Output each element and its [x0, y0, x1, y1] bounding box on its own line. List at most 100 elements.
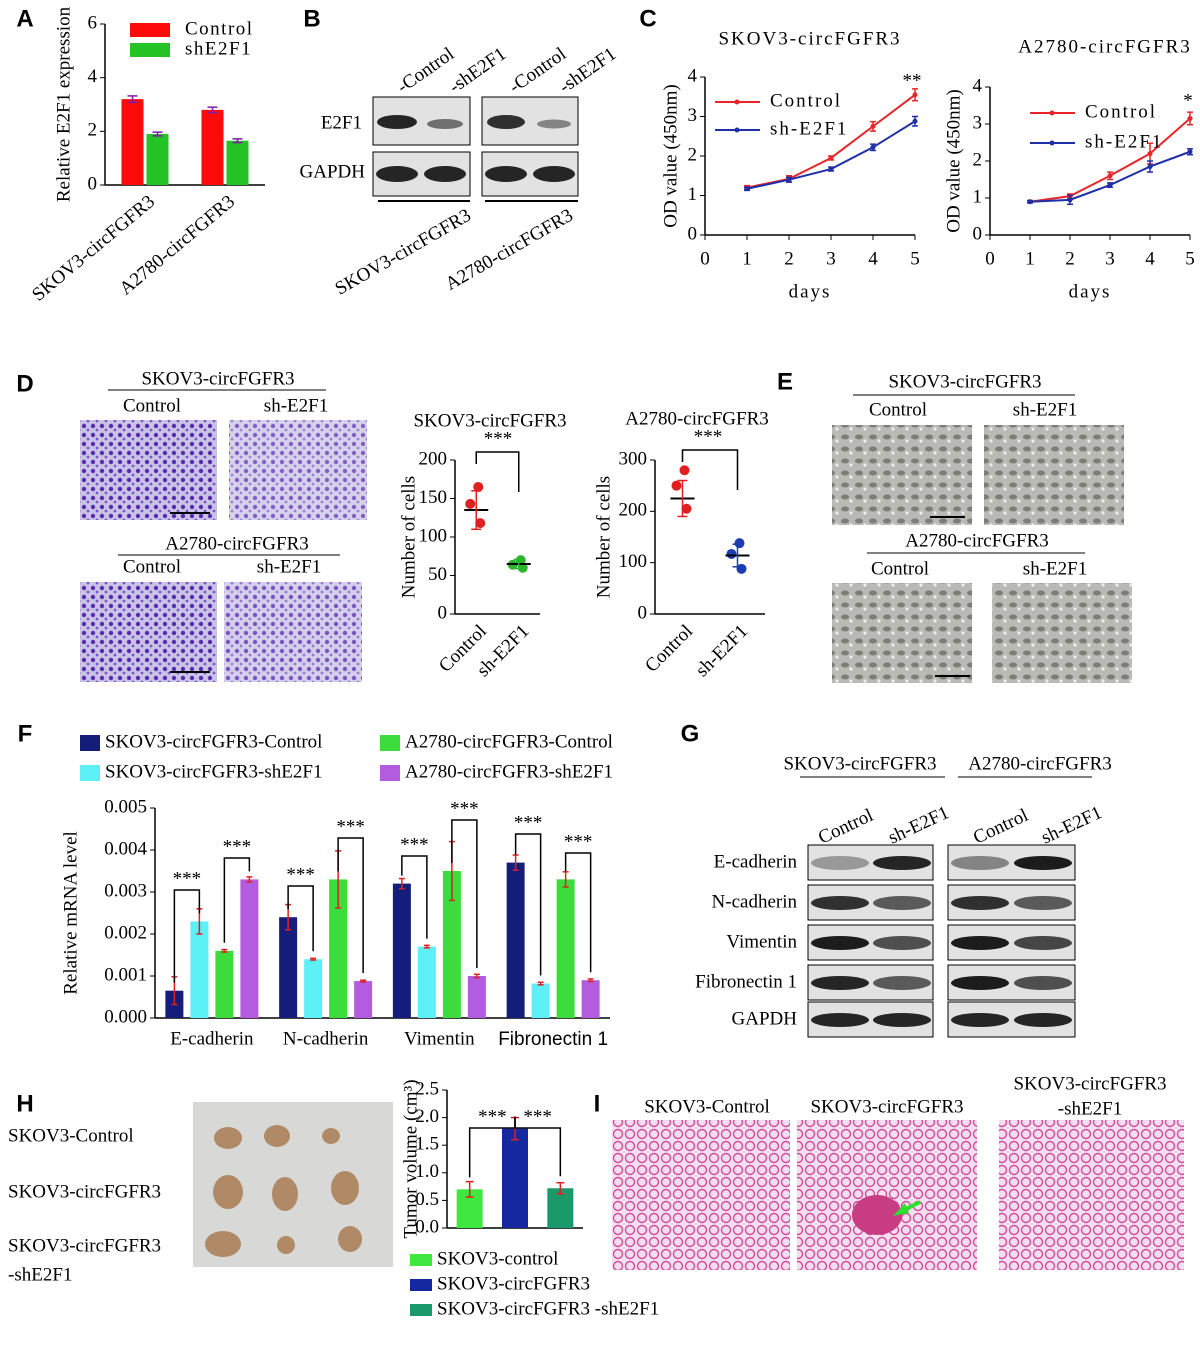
y-tick-label: 300: [619, 448, 648, 469]
y-tick-label: 0.005: [104, 796, 147, 817]
sig-bracket: [173, 889, 201, 983]
bar: [392, 883, 411, 1018]
band: [811, 856, 869, 870]
point: [679, 465, 690, 476]
lane-label: sh-E2F1: [1038, 802, 1105, 848]
y-tick-label: 200: [619, 500, 648, 521]
chart-title: SKOV3-circFGFR3: [413, 410, 566, 431]
y-tick-label: 0.5: [415, 1189, 439, 1210]
legend-label: sh-E2F1: [1085, 131, 1163, 152]
y-tick-label: 50: [428, 564, 447, 585]
y-tick-label: 0.002: [104, 922, 147, 943]
y-tick-label: 1.5: [415, 1134, 439, 1155]
x-tick-label: 5: [910, 248, 920, 269]
group-label: A2780-circFGFR3: [165, 533, 309, 554]
band: [427, 119, 463, 129]
point: [912, 92, 918, 98]
x-tick-label: 3: [1105, 248, 1115, 269]
x-tick-label: sh-E2F1: [692, 621, 752, 681]
point: [681, 503, 692, 514]
point: [786, 177, 792, 183]
sig-label: ***: [400, 834, 429, 855]
x-tick-label: 1: [742, 248, 752, 269]
bar: [121, 99, 144, 185]
group-label: SKOV3-circFGFR3: [888, 371, 1041, 392]
protein-label: E2F1: [321, 112, 362, 133]
lane-label: -shE2F1: [555, 44, 620, 98]
sig-label: ***: [173, 868, 202, 889]
legend-swatch: [80, 765, 100, 781]
band: [485, 166, 527, 182]
legend-label: SKOV3-circFGFR3: [437, 1273, 590, 1294]
x-tick-label: Control: [641, 621, 697, 677]
chart-title: A2780-circFGFR3: [625, 408, 769, 429]
row-label: -shE2F1: [8, 1264, 72, 1285]
x-tick-label: 1: [1025, 248, 1035, 269]
point: [473, 481, 484, 492]
sig-bracket: [451, 819, 478, 968]
lane-label: -Control: [505, 44, 570, 98]
y-tick-label: 4: [688, 65, 698, 86]
bar: [467, 976, 486, 1018]
sig-bracket: [475, 451, 520, 492]
x-axis-label: days: [1069, 281, 1112, 302]
sig-bracket: [401, 855, 428, 939]
legend-label: A2780-circFGFR3-Control: [405, 731, 613, 752]
y-axis-label: Number of cells: [593, 476, 614, 598]
point: [671, 480, 682, 491]
image-title: SKOV3-circFGFR3: [1013, 1073, 1166, 1094]
point: [744, 186, 750, 192]
panel-label: G: [681, 720, 700, 747]
band: [1014, 1013, 1072, 1027]
band: [873, 936, 931, 950]
bar: [442, 871, 461, 1018]
sig-bracket: [287, 885, 314, 952]
point: [734, 538, 745, 549]
x-tick-label: 3: [826, 248, 836, 269]
band: [1014, 936, 1072, 950]
images-e: [832, 394, 1132, 683]
panel-label: D: [16, 370, 33, 397]
y-tick-label: 3: [688, 105, 698, 126]
bar: [304, 959, 323, 1018]
photo-h: [193, 1102, 393, 1267]
histology-i: [612, 1120, 1184, 1270]
chart-title: SKOV3-circFGFR3: [718, 28, 901, 49]
bar: [556, 879, 575, 1018]
x-axis-label: days: [789, 281, 832, 302]
point: [517, 562, 528, 573]
point: [828, 166, 834, 172]
row-label: SKOV3-circFGFR3: [8, 1235, 161, 1256]
bar: [226, 140, 249, 185]
y-tick-label: 2: [688, 144, 698, 165]
protein-label: Vimentin: [726, 931, 797, 952]
x-tick-label: 0: [700, 248, 710, 269]
y-tick-label: 0: [688, 223, 698, 244]
sig-label: ***: [336, 816, 365, 837]
panel-label: E: [777, 368, 793, 395]
protein-label: Fibronectin 1: [695, 971, 797, 992]
legend-marker: [1049, 140, 1055, 146]
bar: [190, 921, 209, 1018]
point: [726, 548, 737, 559]
x-tick-label: 2: [784, 248, 794, 269]
group-label: SKOV3-circFGFR3: [783, 753, 936, 774]
band: [377, 115, 417, 129]
point: [1147, 164, 1153, 170]
point: [870, 144, 876, 150]
x-tick-label: Fibronectin 1: [498, 1029, 608, 1050]
band: [1014, 976, 1072, 990]
sig-label: ***: [514, 812, 543, 833]
y-axis-label: Tumor volume (cm³): [400, 1079, 421, 1238]
bar: [146, 134, 169, 185]
panel-label: A: [16, 5, 33, 32]
band: [376, 166, 418, 182]
y-tick-label: 1.0: [415, 1161, 439, 1182]
sig-bracket: [337, 837, 364, 974]
y-tick-label: 0.001: [104, 964, 147, 985]
y-tick-label: 2.5: [415, 1078, 439, 1099]
band: [873, 976, 931, 990]
images-d: [80, 389, 367, 682]
legend-label: SKOV3-circFGFR3 -shE2F1: [437, 1298, 659, 1319]
